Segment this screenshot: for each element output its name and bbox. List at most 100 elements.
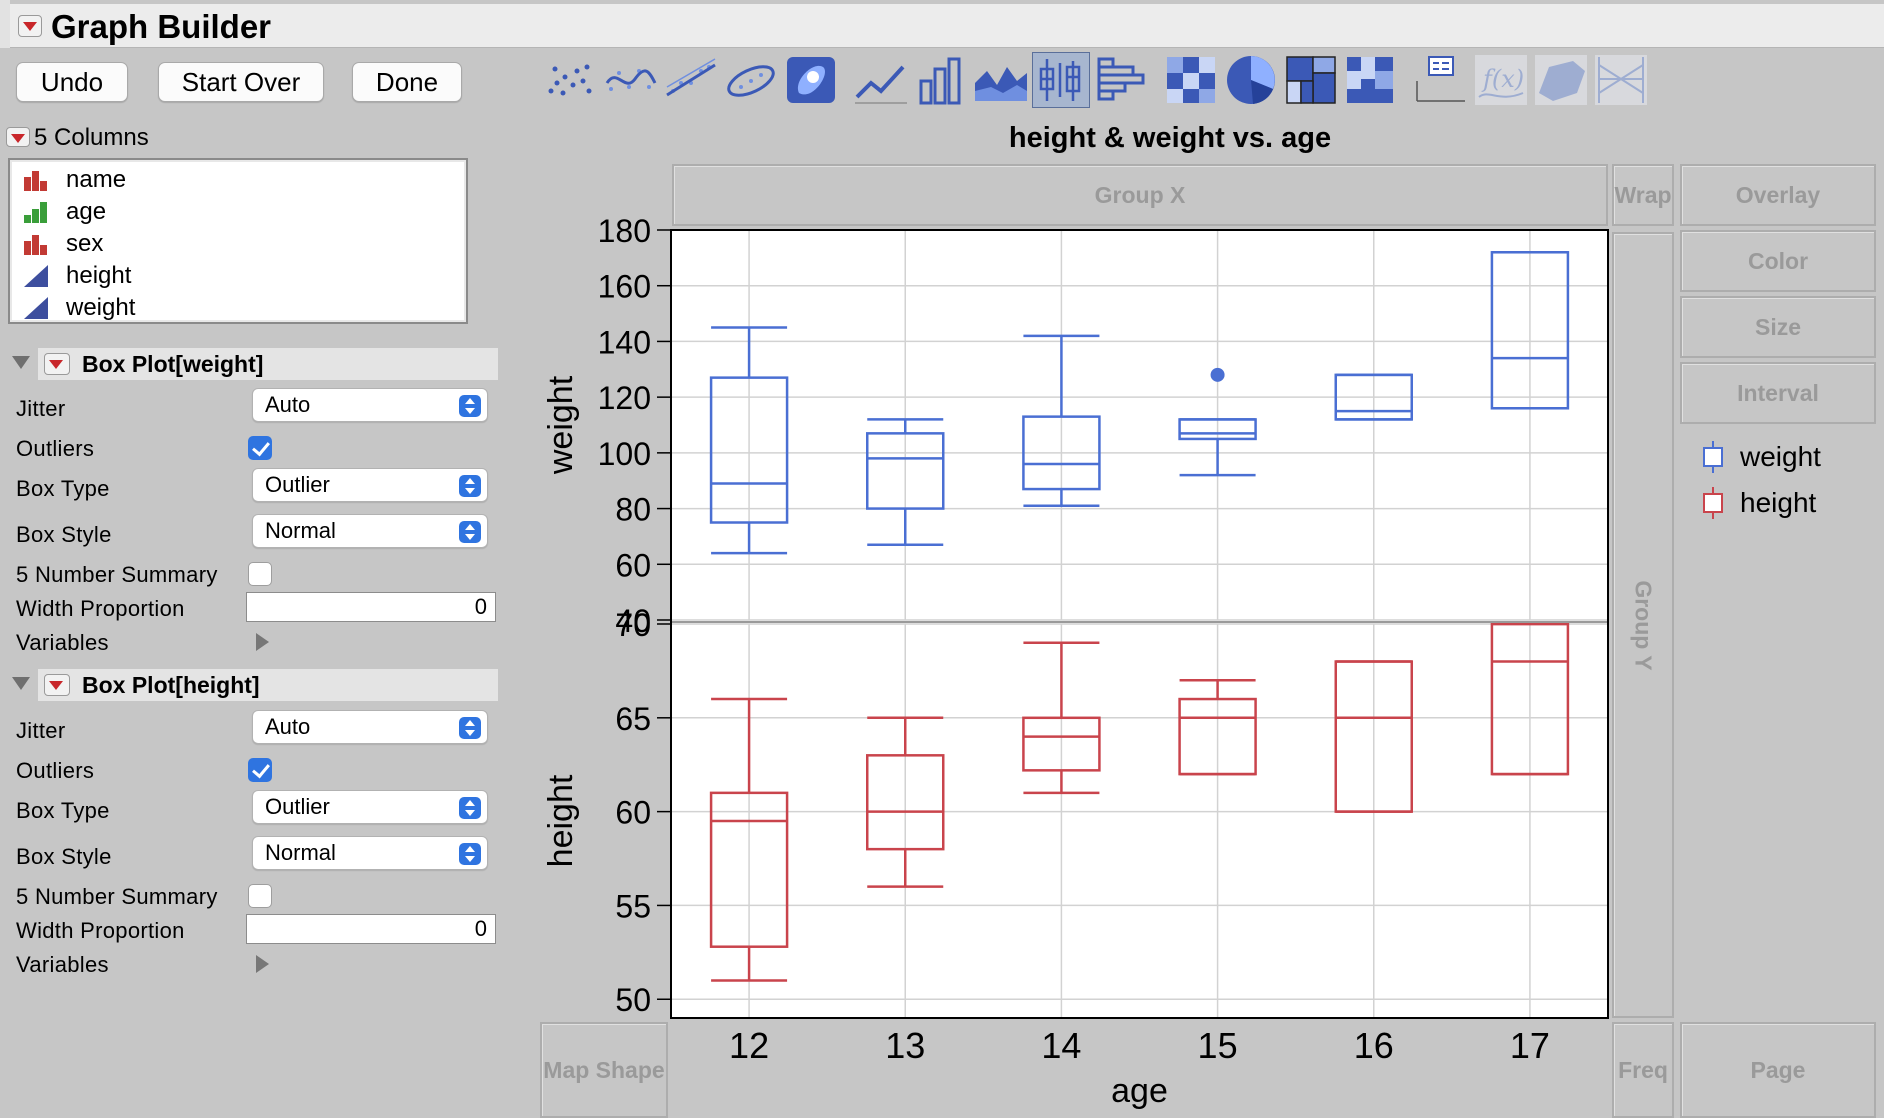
box-body: [1022, 415, 1101, 491]
treemap-icon[interactable]: [1282, 52, 1340, 108]
variables-label: Variables: [16, 630, 109, 655]
box-body: [1178, 418, 1257, 441]
outliers-label: Outliers: [16, 436, 95, 461]
legend-item-weight[interactable]: weight: [1700, 434, 1821, 480]
ellipse-icon[interactable]: [722, 52, 780, 108]
panel-menu-icon[interactable]: [44, 353, 70, 375]
box-style-value: Normal: [265, 518, 336, 543]
page-zone[interactable]: Page: [1680, 1022, 1876, 1118]
y-tick-label: 140: [598, 324, 651, 360]
color-zone[interactable]: Color: [1680, 230, 1876, 292]
points-icon[interactable]: [542, 52, 600, 108]
width-proportion-input[interactable]: 0: [246, 914, 496, 944]
contour-icon[interactable]: [782, 52, 840, 108]
box-height-14: [1022, 641, 1101, 795]
x-tick-label: 12: [729, 1025, 769, 1066]
outlier-point: [1210, 367, 1225, 382]
jitter-value: Auto: [265, 714, 311, 739]
panel-menu-icon[interactable]: [44, 674, 70, 696]
map-shape-zone[interactable]: Map Shape: [540, 1022, 668, 1118]
y-tick-label: 80: [615, 492, 651, 528]
box-body: [1022, 716, 1101, 772]
group-x-zone[interactable]: Group X: [672, 164, 1608, 226]
variables-expand-icon[interactable]: [256, 955, 269, 973]
box-plot-height-panel-header[interactable]: Box Plot[height]: [8, 669, 498, 701]
column-item-age[interactable]: age: [10, 196, 466, 228]
column-item-weight[interactable]: weight: [10, 292, 466, 324]
outliers-checkbox[interactable]: [248, 436, 272, 460]
collapse-icon[interactable]: [12, 356, 30, 369]
y-axis-label: height: [542, 774, 580, 867]
wrap-zone[interactable]: Wrap: [1612, 164, 1674, 226]
nominal-column-icon: [22, 167, 50, 193]
box-height-13: [866, 716, 945, 888]
jitter-label: Jitter: [16, 396, 66, 421]
collapse-icon[interactable]: [12, 677, 30, 690]
column-label: name: [66, 166, 127, 193]
column-item-name[interactable]: name: [10, 164, 466, 196]
box-body: [1334, 373, 1413, 421]
jitter-label: Jitter: [16, 718, 66, 743]
column-item-height[interactable]: height: [10, 260, 466, 292]
continuous-column-icon: [22, 263, 50, 289]
columns-menu-icon[interactable]: [6, 127, 30, 147]
x-tick-label: 15: [1198, 1025, 1238, 1066]
legend[interactable]: weight height: [1700, 434, 1821, 526]
columns-header[interactable]: 5 Columns: [6, 124, 149, 152]
bar-icon[interactable]: [912, 52, 970, 108]
box-body: [1178, 697, 1257, 776]
done-button[interactable]: Done: [352, 62, 462, 102]
box-height-15: [1178, 679, 1257, 776]
window-edge: [0, 0, 10, 48]
undo-button[interactable]: Undo: [16, 62, 128, 102]
overlay-zone[interactable]: Overlay: [1680, 164, 1876, 226]
heatmap-icon[interactable]: [1162, 52, 1220, 108]
jitter-select[interactable]: Auto: [252, 388, 488, 422]
outliers-checkbox[interactable]: [248, 758, 272, 782]
box-weight-17: [1490, 251, 1570, 410]
column-item-sex[interactable]: sex: [10, 228, 466, 260]
five-number-summary-checkbox[interactable]: [248, 562, 272, 586]
line-of-fit-icon[interactable]: [662, 52, 720, 108]
graph-builder-menu-icon[interactable]: [18, 15, 42, 37]
box-type-select[interactable]: Outlier: [252, 790, 488, 824]
caption-box-icon[interactable]: [1412, 52, 1470, 108]
graph-title[interactable]: height & weight vs. age: [1008, 122, 1332, 154]
parallel-icon: [1592, 52, 1650, 108]
jitter-select[interactable]: Auto: [252, 710, 488, 744]
five-number-summary-label: 5 Number Summary: [16, 884, 218, 909]
group-y-zone[interactable]: Group Y: [1612, 232, 1674, 1018]
histogram-icon[interactable]: [1092, 52, 1150, 108]
box-plot-icon[interactable]: [1032, 52, 1090, 108]
size-zone[interactable]: Size: [1680, 296, 1876, 358]
x-tick-label: 17: [1510, 1025, 1550, 1066]
select-arrows-icon: [459, 521, 481, 543]
smoother-icon[interactable]: [602, 52, 660, 108]
box-plot-weight-panel-header[interactable]: Box Plot[weight]: [8, 348, 498, 380]
map-shape-label: Map Shape: [543, 1056, 665, 1083]
nominal-column-icon: [22, 231, 50, 257]
line-icon[interactable]: [852, 52, 910, 108]
select-arrows-icon: [459, 475, 481, 497]
five-number-summary-checkbox[interactable]: [248, 884, 272, 908]
start-over-button[interactable]: Start Over: [158, 62, 324, 102]
box-style-select[interactable]: Normal: [252, 836, 488, 870]
freq-zone[interactable]: Freq: [1612, 1022, 1674, 1118]
mosaic-icon[interactable]: [1342, 52, 1400, 108]
variables-expand-icon[interactable]: [256, 633, 269, 651]
area-icon[interactable]: [972, 52, 1030, 108]
size-label: Size: [1754, 313, 1802, 340]
box-type-select[interactable]: Outlier: [252, 468, 488, 502]
pie-icon[interactable]: [1222, 52, 1280, 108]
panel-title: Box Plot[weight]: [82, 351, 264, 377]
plot-frame: [670, 229, 1609, 1019]
y-tick-label: 50: [615, 982, 651, 1018]
box-type-label: Box Type: [16, 476, 110, 501]
legend-item-height[interactable]: height: [1700, 480, 1821, 526]
interval-zone[interactable]: Interval: [1680, 362, 1876, 424]
box-style-select[interactable]: Normal: [252, 514, 488, 548]
width-proportion-input[interactable]: 0: [246, 592, 496, 622]
box-style-value: Normal: [265, 840, 336, 865]
columns-list[interactable]: name age sex height weight: [8, 158, 468, 324]
